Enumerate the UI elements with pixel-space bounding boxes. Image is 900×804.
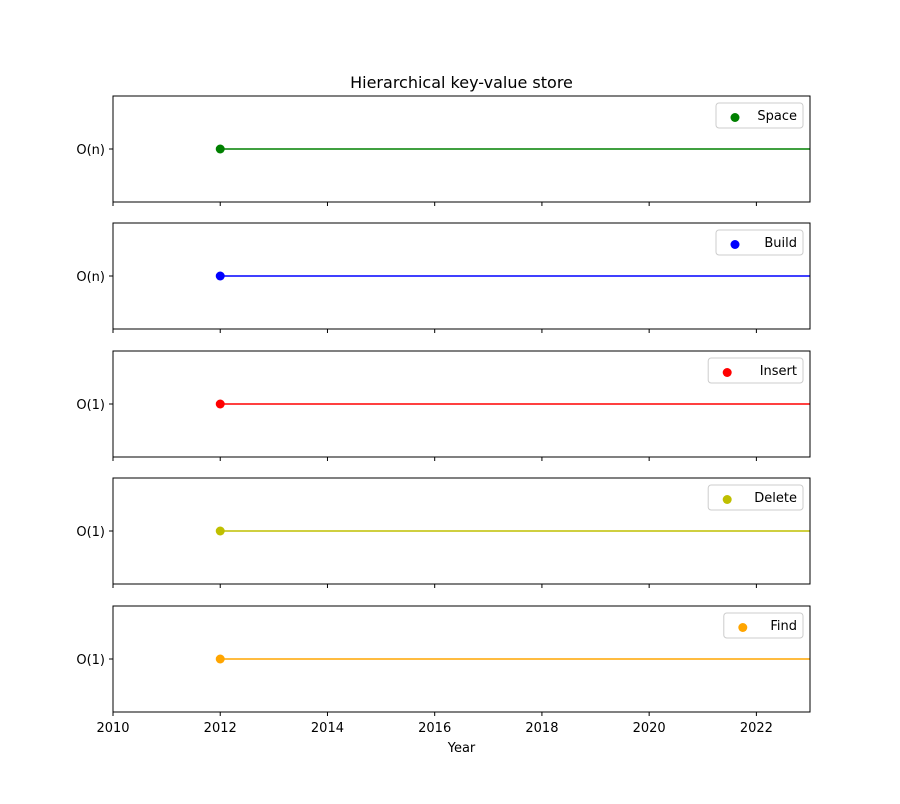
x-tick-label: 2018 <box>525 721 558 736</box>
x-tick-label: 2020 <box>633 721 666 736</box>
legend-space: Space <box>715 102 804 129</box>
legend-label: Insert <box>760 364 797 379</box>
legend-label: Build <box>764 236 797 251</box>
panel-insert: O(1) Insert <box>76 350 811 461</box>
panels: O(n)SpaceO(n)BuildO(1)InsertO(1)DeleteO(… <box>76 95 811 736</box>
legend-box <box>715 102 804 129</box>
y-tick-label: O(1) <box>76 525 105 540</box>
y-tick-label: O(n) <box>76 143 105 158</box>
data-point-insert <box>215 399 225 409</box>
legend-insert: Insert <box>707 357 804 384</box>
panel-space: O(n) Space <box>76 95 811 206</box>
legend-label: Space <box>757 109 797 124</box>
legend-label: Delete <box>754 491 797 506</box>
y-tick-label: O(1) <box>76 398 105 413</box>
legend-box <box>707 357 804 384</box>
x-tick-label: 2012 <box>204 721 237 736</box>
data-point-find <box>215 654 225 664</box>
panel-find: O(1) 2010 2012 2014 2016 2018 2020 2022 Find <box>76 605 811 736</box>
legend-delete: Delete <box>707 484 804 511</box>
panel-delete: O(1) Delete <box>76 477 811 588</box>
y-tick-label: O(n) <box>76 270 105 285</box>
legend-marker <box>738 623 748 632</box>
panel-build: O(n) Build <box>76 222 811 333</box>
legend-marker <box>722 368 732 377</box>
data-point-delete <box>215 526 225 536</box>
legend-label: Find <box>770 619 797 634</box>
legend-box <box>707 484 804 511</box>
y-tick-label: O(1) <box>76 653 105 668</box>
legend-build: Build <box>715 229 804 256</box>
legend-marker <box>730 240 740 249</box>
data-point-build <box>215 271 225 281</box>
x-tick-label: 2014 <box>311 721 344 736</box>
x-tick-label: 2010 <box>96 721 129 736</box>
x-axis-label: Year <box>447 741 476 756</box>
legend-box <box>715 229 804 256</box>
legend-marker <box>730 113 740 122</box>
data-point-space <box>215 144 225 154</box>
x-tick-label: 2022 <box>740 721 773 736</box>
x-tick-label: 2016 <box>418 721 451 736</box>
chart-title: Hierarchical key-value store <box>350 73 573 92</box>
legend-find: Find <box>723 612 804 639</box>
legend-marker <box>722 495 732 504</box>
